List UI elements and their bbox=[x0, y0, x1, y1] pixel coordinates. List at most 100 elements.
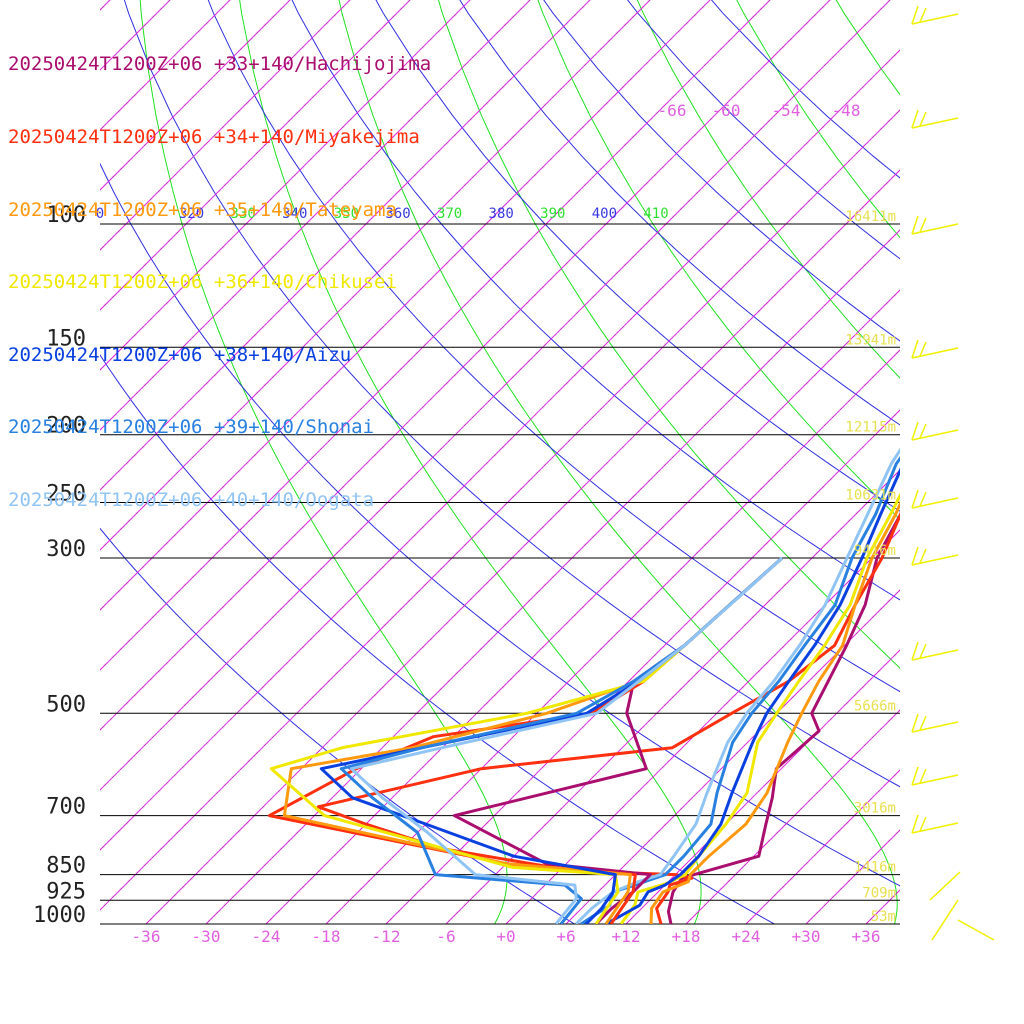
wind-barb bbox=[911, 13, 959, 25]
height-label: 9416m bbox=[854, 543, 896, 559]
wind-barb bbox=[911, 223, 959, 235]
legend-item-hachijojima: 20250424T1200Z+06 +33+140/Hachijojima bbox=[8, 53, 432, 76]
isotherm bbox=[745, 769, 900, 924]
pressure-label: 200 bbox=[46, 414, 86, 439]
legend-item-chikusei: 20250424T1200Z+06 +36+140/Chikusei bbox=[8, 271, 397, 294]
pressure-label: 100 bbox=[46, 203, 86, 228]
isotherm-label: -60 bbox=[712, 101, 741, 120]
wind-barb bbox=[911, 117, 959, 129]
profile-line bbox=[605, 467, 900, 924]
wind-barb-flag bbox=[911, 339, 919, 359]
temperature-tick-label: -6 bbox=[436, 927, 455, 946]
height-label: 16411m bbox=[845, 209, 896, 225]
legend-item-oogata: 20250424T1200Z+06 +40+140/Oogata bbox=[8, 488, 375, 511]
moist-adiabat bbox=[835, 0, 900, 96]
wind-barb-flag bbox=[919, 111, 927, 127]
wind-barb-flag bbox=[919, 7, 927, 23]
wind-barbs bbox=[911, 5, 995, 941]
isotherm bbox=[805, 829, 900, 924]
pressure-label: 250 bbox=[46, 482, 86, 507]
moist-adiabat bbox=[437, 0, 900, 669]
profile-line bbox=[580, 456, 900, 924]
profile-lines bbox=[267, 447, 900, 924]
profile-line bbox=[649, 500, 900, 924]
wind-barb-flag bbox=[911, 421, 919, 441]
legend-item-aizu: 20250424T1200Z+06 +38+140/Aizu bbox=[8, 343, 352, 366]
wind-barb bbox=[911, 429, 959, 441]
wind-barb-flag bbox=[919, 423, 927, 439]
wind-barb bbox=[957, 919, 995, 941]
height-label: 3016m bbox=[854, 801, 896, 817]
wind-barb-flag bbox=[911, 109, 919, 129]
moist-adiabat bbox=[995, 0, 1024, 924]
isotherm bbox=[445, 469, 900, 924]
pressure-label: 150 bbox=[46, 326, 86, 351]
legend-item-shonai: 20250424T1200Z+06 +39+140/Shonai bbox=[8, 416, 375, 439]
isobars bbox=[100, 223, 900, 925]
wind-barb-flag bbox=[911, 641, 919, 661]
profile-line bbox=[349, 556, 784, 924]
wind-barb bbox=[911, 721, 959, 733]
height-label: 10631m bbox=[845, 488, 896, 504]
height-label: 709m bbox=[862, 885, 896, 901]
profile-line bbox=[574, 447, 900, 924]
dry-adiabat bbox=[459, 0, 900, 426]
wind-barb bbox=[911, 554, 959, 566]
temperature-tick-label: +18 bbox=[672, 927, 701, 946]
pressure-label: 700 bbox=[46, 795, 86, 820]
theta-label: 410 bbox=[643, 206, 668, 222]
wind-barb-flag bbox=[911, 489, 919, 509]
pressure-label: 500 bbox=[46, 692, 86, 717]
wind-barb bbox=[929, 871, 961, 901]
profile-line bbox=[666, 511, 900, 924]
wind-barb-flag bbox=[911, 215, 919, 235]
temperature-tick-label: -24 bbox=[252, 927, 281, 946]
pressure-label: 850 bbox=[46, 854, 86, 879]
height-label: 1416m bbox=[854, 860, 896, 876]
temperature-tick-label: +30 bbox=[792, 927, 821, 946]
isotherm bbox=[625, 649, 900, 924]
theta-label: 340 bbox=[282, 206, 307, 222]
pressure-label: 1000 bbox=[33, 903, 86, 928]
theta-label: 390 bbox=[540, 206, 565, 222]
wind-barb-flag bbox=[919, 217, 927, 233]
moist-adiabat bbox=[736, 0, 900, 239]
temperature-tick-label: +24 bbox=[732, 927, 761, 946]
isotherm bbox=[865, 889, 900, 924]
dry-adiabat bbox=[627, 0, 900, 260]
height-label: 13941m bbox=[845, 332, 896, 348]
wind-barb bbox=[931, 899, 959, 941]
wind-barb-flag bbox=[919, 491, 927, 507]
wind-barb-flag bbox=[911, 546, 919, 566]
legend-item-miyakejima: 20250424T1200Z+06 +34+140/Miyakejima bbox=[8, 126, 420, 148]
wind-barb bbox=[911, 774, 959, 786]
height-label: 5666m bbox=[854, 698, 896, 714]
isotherm bbox=[685, 709, 900, 924]
wind-barb bbox=[911, 822, 959, 834]
wind-barb bbox=[911, 497, 959, 509]
temperature-tick-label: +12 bbox=[612, 927, 641, 946]
wind-barb-flag bbox=[919, 548, 927, 564]
temperature-tick-label: -36 bbox=[132, 927, 161, 946]
theta-label: 400 bbox=[592, 206, 617, 222]
wind-barb-flag bbox=[911, 5, 919, 25]
isotherm-label: -48 bbox=[832, 101, 861, 120]
temperature-tick-label: -30 bbox=[192, 927, 221, 946]
theta-label: 360 bbox=[385, 206, 410, 222]
height-label: 53m bbox=[871, 909, 896, 925]
pressure-label: 925 bbox=[46, 879, 86, 904]
wind-barb-flag bbox=[919, 816, 927, 832]
profile-line bbox=[269, 556, 784, 924]
isotherm bbox=[565, 589, 900, 924]
legend-item-tateyama: 20250424T1200Z+06 +35+140/Tateyama bbox=[8, 198, 397, 221]
wind-barb-flag bbox=[919, 341, 927, 357]
temperature-tick-label: -12 bbox=[372, 927, 401, 946]
temperature-tick-label: +0 bbox=[496, 927, 515, 946]
dry-adiabat bbox=[375, 0, 900, 512]
wind-barb-flag bbox=[911, 814, 919, 834]
legend: 20250424T1200Z+06 +33+140/Hachijojima 20… bbox=[8, 4, 431, 536]
moist-adiabat bbox=[636, 0, 900, 379]
wind-barb-flag bbox=[919, 768, 927, 784]
theta-label: 320 bbox=[179, 206, 204, 222]
isotherm-label: -66 bbox=[658, 101, 687, 120]
